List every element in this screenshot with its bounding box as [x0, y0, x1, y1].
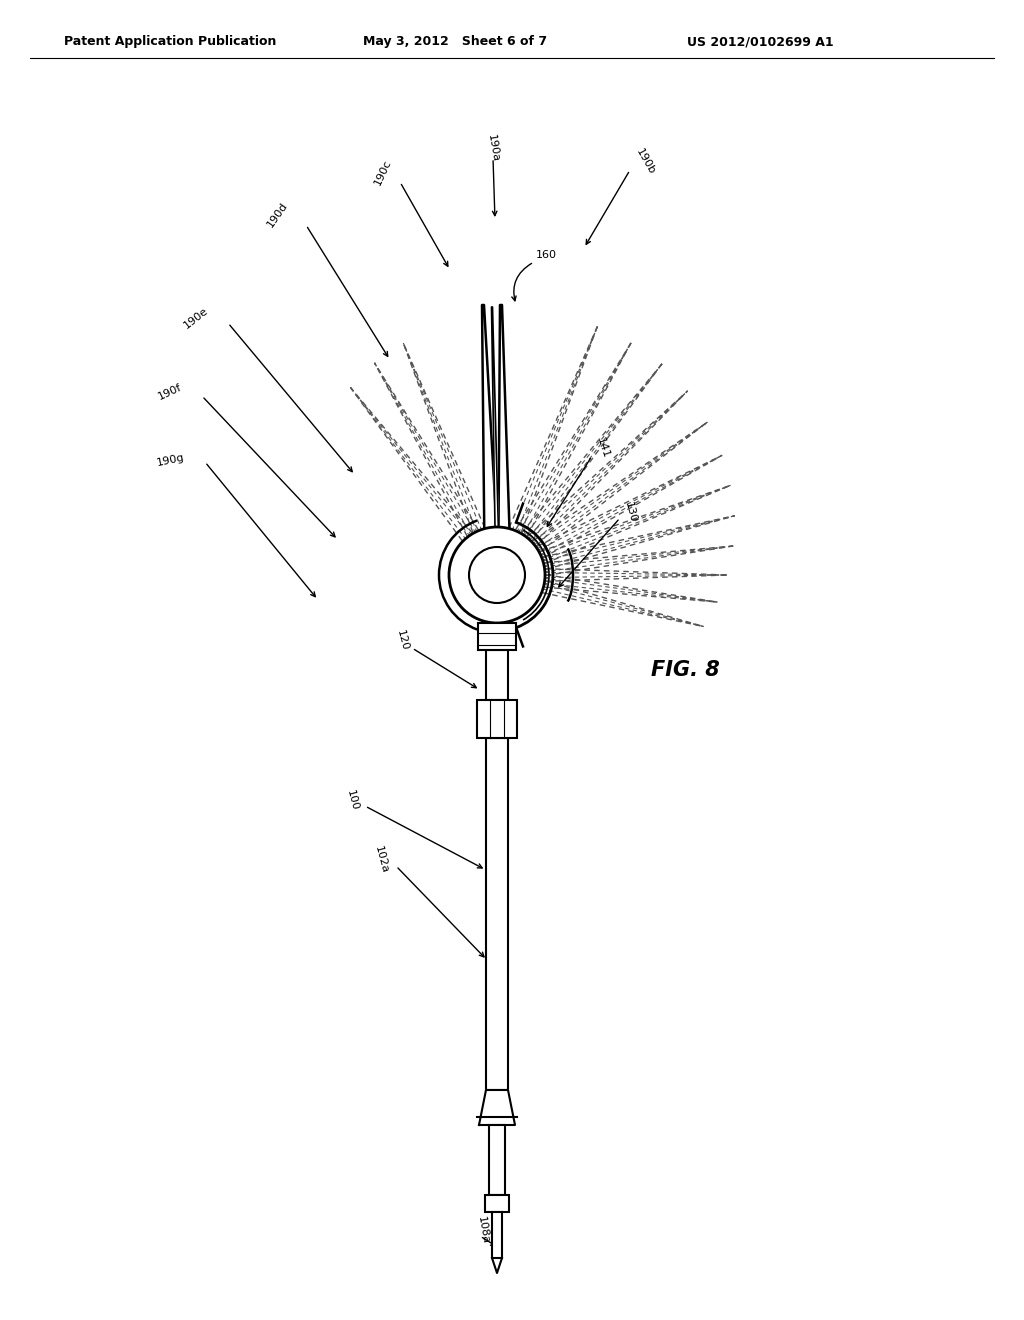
Text: 190g: 190g	[156, 453, 185, 467]
Text: 100: 100	[345, 788, 360, 812]
Text: 190c: 190c	[373, 157, 393, 186]
Circle shape	[449, 527, 545, 623]
Bar	[492, 1212, 502, 1258]
Text: 190f: 190f	[156, 383, 183, 401]
Polygon shape	[479, 1090, 515, 1125]
Circle shape	[469, 546, 525, 603]
Polygon shape	[482, 305, 501, 606]
Bar	[485, 1195, 509, 1212]
Text: 160: 160	[536, 249, 557, 260]
Polygon shape	[498, 305, 512, 605]
Text: 190d: 190d	[265, 201, 290, 230]
Text: FIG. 8: FIG. 8	[650, 660, 720, 680]
Text: 190a: 190a	[485, 133, 501, 162]
Text: 120: 120	[395, 628, 410, 652]
Text: 130: 130	[623, 500, 638, 524]
Bar	[489, 1125, 505, 1195]
Bar	[478, 623, 516, 649]
Polygon shape	[492, 308, 500, 590]
Text: 141: 141	[595, 437, 611, 459]
Text: 190b: 190b	[634, 148, 656, 177]
Text: 108a: 108a	[476, 1216, 490, 1245]
Text: 190e: 190e	[182, 305, 210, 330]
Bar	[477, 700, 517, 738]
Text: Patent Application Publication: Patent Application Publication	[63, 36, 276, 49]
Bar	[486, 738, 508, 1090]
Text: May 3, 2012   Sheet 6 of 7: May 3, 2012 Sheet 6 of 7	[362, 36, 547, 49]
Text: 102a: 102a	[373, 845, 390, 875]
Bar	[486, 649, 508, 700]
Text: US 2012/0102699 A1: US 2012/0102699 A1	[687, 36, 834, 49]
